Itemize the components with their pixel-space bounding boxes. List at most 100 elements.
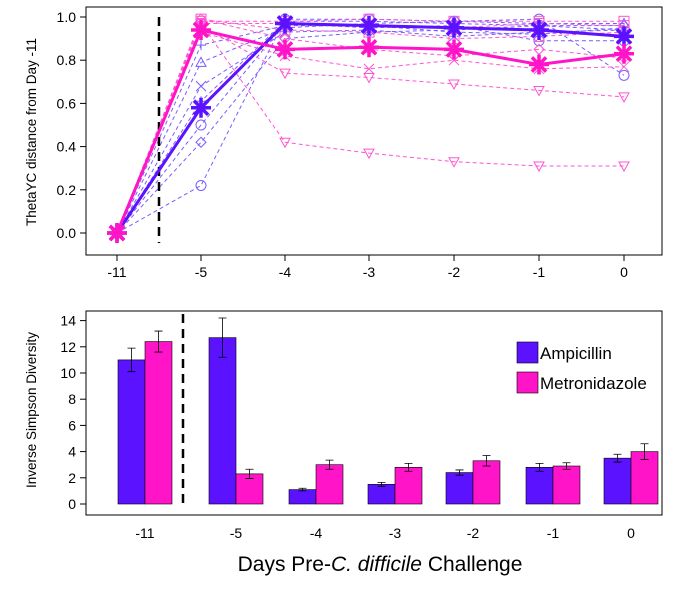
bar-ampicillin [445,472,474,505]
bottom-x-tick-label: -2 [467,525,480,541]
mean-point-metronidazole [275,39,295,60]
legend-label-metronidazole: Metronidazole [540,374,647,393]
top-y-axis-title: ThetaYC distance from Day -11 [24,38,39,226]
mean-point-metronidazole [444,39,464,60]
top-y-tick-label: 0.2 [57,182,77,198]
diversity-bar-chart: 0 2 4 6 8 10 12 14 -11 -5 -4 -3 -2 -1 0 Inverse Simps… [24,310,663,541]
bar-ampicillin [603,457,632,505]
error-bar-metronidazole [640,443,649,460]
mean-point-metronidazole [191,20,211,40]
individual-point [618,92,630,103]
bar-metronidazole [630,451,659,505]
legend-swatch-ampicillin [516,341,539,364]
mean-point-ampicillin [359,15,379,36]
mean-point-metronidazole [614,43,634,64]
bottom-y-axis-title: Inverse Simpson Diversity [24,332,39,488]
error-bar-metronidazole [404,462,413,472]
individual-point [195,119,207,131]
individual-point [279,137,291,149]
group-mean-lines [107,13,634,243]
error-bar-ampicillin [613,453,622,463]
bottom-x-tick-label: 0 [627,525,635,541]
individual-point [363,148,375,160]
error-bar-metronidazole [154,330,163,353]
legend-label-ampicillin: Ampicillin [540,344,612,363]
bottom-x-tick-label: -5 [230,525,243,541]
top-x-tick-label: -5 [195,264,208,280]
bottom-y-tick-label: 8 [68,391,76,407]
individual-point [448,79,460,90]
bottom-y-tick-label: 4 [68,444,76,460]
individual-point [195,80,207,92]
bar-ampicillin [367,484,396,505]
individual-line [116,29,625,234]
x-axis-title: Days Pre-C. difficile Challenge [238,553,523,576]
top-y-tick-label: 0.6 [57,95,77,111]
bottom-y-tick-label: 0 [68,496,76,512]
error-bar-metronidazole [562,462,571,470]
error-bar-ampicillin [218,317,227,358]
top-y-tick-label: 1.0 [57,9,77,25]
individual-point [195,56,207,67]
top-y-axis: 0.0 0.2 0.4 0.6 0.8 1.0 [57,9,86,241]
diversity-bars [117,317,659,505]
bar-ampicillin [288,489,317,505]
top-x-tick-label: -3 [363,264,376,280]
individual-point [533,43,545,56]
top-x-axis: -11 -5 -4 -3 -2 -1 0 [107,255,628,280]
error-bar-ampicillin [535,462,544,472]
individual-point [448,157,460,168]
error-bar-ampicillin [298,487,307,492]
legend: Ampicillin Metronidazole [516,341,647,394]
top-y-tick-label: 0.8 [57,52,77,68]
individual-point [279,68,291,80]
mean-point-ampicillin [191,97,211,118]
distance-line-chart: 0.0 0.2 0.4 0.6 0.8 1.0 -11 -5 -4 -3 -2 -1 0 ThetaY… [24,6,663,280]
bar-ampicillin [117,359,146,505]
top-x-tick-label: -11 [107,264,126,280]
bottom-y-tick-label: 14 [60,313,76,329]
bottom-y-tick-label: 12 [60,339,76,355]
error-bar-metronidazole [482,455,491,467]
bar-metronidazole [235,473,264,505]
bar-metronidazole [552,465,581,505]
bottom-x-tick-label: -4 [310,525,323,541]
bottom-x-tick-label: -11 [135,525,154,541]
bar-ampicillin [208,337,237,505]
error-bar-ampicillin [377,481,386,487]
top-plot-frame [85,6,663,256]
bottom-x-axis: -11 -5 -4 -3 -2 -1 0 [135,525,635,541]
bar-metronidazole [315,464,344,505]
mean-line-metronidazole [115,28,625,234]
top-x-tick-label: -2 [448,264,461,280]
top-x-tick-label: 0 [620,264,628,280]
mean-point-metronidazole [529,54,549,75]
top-x-tick-label: -4 [279,264,292,280]
individual-point [618,61,630,73]
error-bar-metronidazole [245,468,254,479]
mean-point-ampicillin [529,20,549,40]
legend-item-metronidazole: Metronidazole [516,371,647,394]
bottom-plot-frame [85,310,663,516]
error-bar-ampicillin [455,469,464,476]
mean-point-metronidazole [359,37,379,58]
individual-point [363,63,375,75]
individual-point [195,179,207,191]
individual-point [195,136,207,148]
individual-point [618,69,630,81]
bar-metronidazole [394,467,423,505]
mean-point-metronidazole [107,223,127,243]
individual-point [533,161,545,173]
legend-item-ampicillin: Ampicillin [516,341,612,364]
mean-point-ampicillin [444,17,464,38]
bar-metronidazole [472,460,501,505]
bar-metronidazole [144,341,173,505]
error-bar-ampicillin [127,347,136,373]
top-x-tick-label: -1 [533,264,546,280]
individual-line [116,24,625,234]
legend-swatch-metronidazole [516,371,539,394]
mean-point-ampicillin [275,13,295,34]
mean-point-ampicillin [614,26,634,47]
